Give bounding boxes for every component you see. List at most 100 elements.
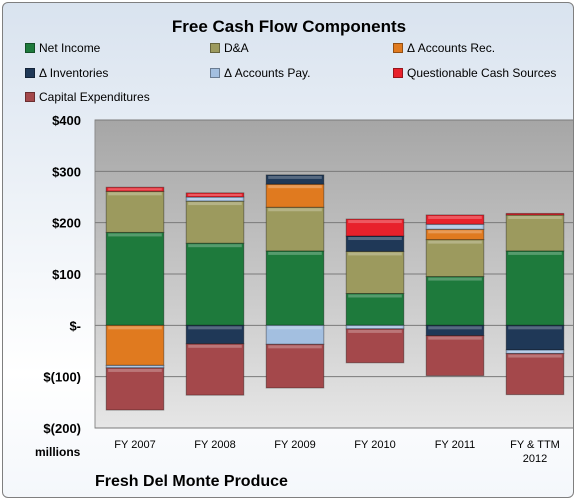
bar-highlight (108, 368, 162, 372)
bar-highlight (188, 244, 242, 248)
bar-segment (505, 353, 565, 396)
legend-label: Capital Expenditures (39, 90, 150, 104)
bar-highlight (428, 215, 482, 219)
bar-segment (345, 328, 405, 364)
bar-segment (505, 214, 565, 252)
legend-label: Questionable Cash Sources (407, 66, 557, 80)
bar-highlight (428, 230, 482, 234)
x-tick-label: 2012 (523, 453, 547, 465)
legend-swatch (393, 68, 403, 78)
legend-label: D&A (224, 41, 249, 55)
bar-segment (425, 335, 485, 377)
legend-swatch (25, 43, 35, 53)
bar-segment (105, 186, 165, 192)
bar-segment (105, 367, 165, 411)
y-tick-label: $100 (52, 267, 81, 282)
bar-highlight (348, 237, 402, 241)
x-axis: FY 2007 FY 2008 FY 2009 FY 2010 FY 2011 FY & … (114, 439, 560, 465)
y-axis: $(200) $(100) $- $100 $200 $300 $400 (43, 113, 81, 436)
legend-item-questionable: Questionable Cash Sources (393, 66, 556, 80)
bar-segment (505, 349, 565, 355)
bar-highlight (108, 233, 162, 237)
legend-item-da: D&A (210, 41, 249, 55)
y-tick-label: $(100) (43, 370, 81, 385)
bar-highlight (428, 336, 482, 340)
bar-highlight (268, 251, 322, 255)
legend-label: Δ Accounts Rec. (407, 41, 496, 55)
bar-segment (265, 174, 325, 185)
bar-segment (345, 293, 405, 326)
bar-highlight (508, 251, 562, 255)
bar-segment (185, 192, 245, 198)
bar-highlight (268, 345, 322, 349)
bar-highlight (348, 326, 402, 328)
legend-item-accounts-pay: Δ Accounts Pay. (210, 66, 311, 80)
y-tick-label: $- (69, 318, 81, 333)
bar-highlight (348, 294, 402, 298)
bar-highlight (508, 326, 562, 330)
x-tick-label: FY 2008 (194, 439, 235, 451)
bar-highlight (428, 326, 482, 330)
bar-highlight (188, 344, 242, 348)
gridlines (95, 119, 573, 429)
bar-segment (345, 218, 405, 237)
bar-segment (105, 190, 165, 233)
bar-segment (265, 250, 325, 326)
bar-segment (105, 231, 165, 326)
bar-segment (505, 212, 565, 216)
legend-label: Net Income (39, 41, 101, 55)
bar-segment (265, 206, 325, 252)
bar-highlight (108, 188, 162, 191)
y-tick-label: $300 (52, 164, 81, 179)
bar-segment (185, 242, 245, 326)
bar-highlight (508, 354, 562, 358)
bar-highlight (348, 329, 402, 333)
bar-highlight (188, 202, 242, 206)
bar-highlight (268, 208, 322, 212)
bar-highlight (268, 185, 322, 189)
chart-svg: $(200) $(100) $- $100 $200 $300 $400 FY 2007 FY… (43, 113, 573, 465)
bar-segment (425, 214, 485, 225)
bar-highlight (108, 366, 162, 367)
legend-swatch (25, 68, 35, 78)
bar-highlight (188, 193, 242, 196)
bar-segment (505, 250, 565, 326)
bar-highlight (348, 252, 402, 256)
legend-item-accounts-rec: Δ Accounts Rec. (393, 41, 495, 55)
chart-title: Free Cash Flow Components (171, 17, 407, 36)
bar-segment (425, 276, 485, 326)
x-tick-label: FY 2007 (114, 439, 155, 451)
bar-highlight (428, 277, 482, 281)
legend-swatch (210, 43, 220, 53)
x-tick-label: FY 2010 (354, 439, 395, 451)
legend-label: Δ Inventories (39, 66, 109, 80)
chart-frame: Free Cash Flow Components Net Income D&A… (2, 2, 574, 498)
bar-segment (425, 239, 485, 278)
bar-highlight (428, 225, 482, 229)
legend-swatch (210, 68, 220, 78)
bar-segment (185, 200, 245, 244)
legend-item-inventories: Δ Inventories (25, 66, 108, 80)
bar-highlight (508, 215, 562, 219)
bars (105, 174, 565, 411)
y-tick-label: $(200) (43, 421, 81, 436)
bar-highlight (348, 220, 402, 224)
bar-segment (265, 343, 325, 389)
legend-swatch (25, 92, 35, 102)
legend-swatch (393, 43, 403, 53)
company-name: Fresh Del Monte Produce (95, 473, 288, 490)
x-tick-label: FY & TTM (510, 439, 560, 451)
x-tick-label: FY 2011 (435, 439, 476, 451)
bar-segment (185, 343, 245, 396)
bar-highlight (508, 350, 562, 353)
legend-label: Δ Accounts Pay. (224, 66, 311, 80)
bar-highlight (188, 198, 242, 201)
y-tick-label: $400 (52, 113, 81, 128)
bar-highlight (428, 240, 482, 244)
legend-item-capex: Capital Expenditures (25, 90, 150, 104)
legend-item-net-income: Net Income (25, 41, 100, 55)
bar-highlight (268, 326, 322, 330)
y-tick-label: $200 (52, 216, 81, 231)
bar-highlight (108, 192, 162, 196)
bar-highlight (188, 326, 242, 330)
